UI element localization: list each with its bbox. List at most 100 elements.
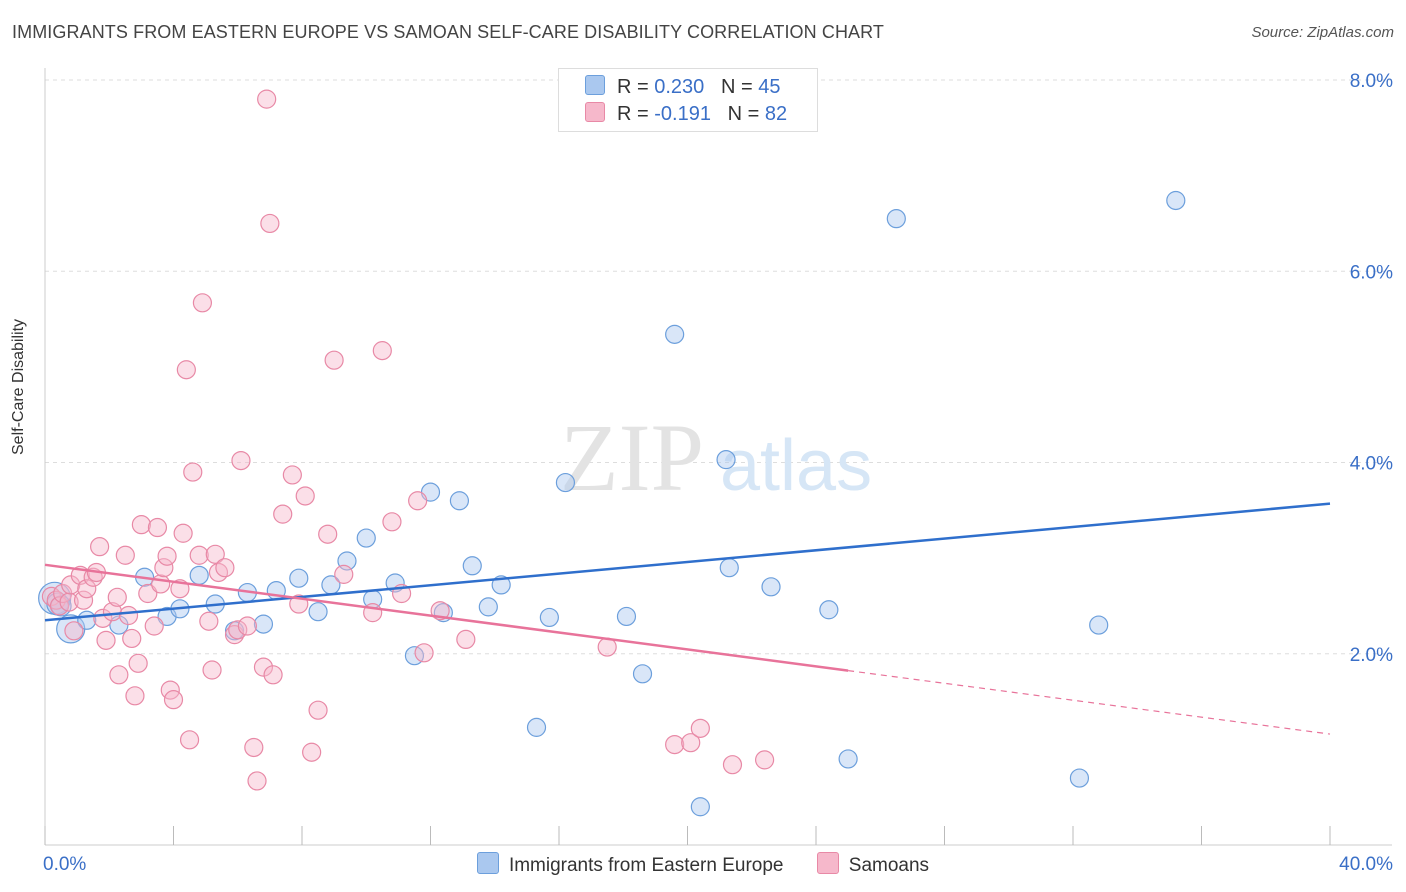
samoan-point [64, 621, 84, 641]
eastern-europe-point [665, 324, 685, 344]
eastern-europe-point [478, 597, 498, 617]
legend-r-label: R = [617, 103, 649, 125]
eastern-europe-point [886, 209, 906, 229]
legend-series-name: Immigrants from Eastern Europe [508, 855, 784, 876]
eastern-europe-point [1166, 190, 1186, 211]
y-axis-label: Self-Care Disability [10, 318, 27, 455]
samoan-point [199, 611, 219, 631]
samoan-point [138, 583, 158, 604]
samoan-point [690, 718, 710, 738]
samoan-point [408, 491, 428, 511]
samoan-point [179, 730, 200, 750]
eastern-europe-point [616, 606, 637, 627]
eastern-europe-point [632, 664, 653, 684]
y-tick-label: 4.0% [1350, 454, 1393, 475]
samoan-point [49, 596, 70, 616]
samoan-trend-line [44, 563, 849, 672]
data-points [38, 89, 1186, 817]
y-tick-label: 8.0% [1350, 71, 1393, 92]
samoan-point [125, 686, 145, 706]
eastern-europe-point [462, 556, 482, 576]
samoan-point [73, 590, 94, 610]
legend-row-pink: R = -0.191 N = 82 [585, 102, 787, 126]
legend-series-name: Samoans [848, 855, 930, 876]
samoan-point [257, 89, 277, 109]
samoan-point [247, 771, 267, 791]
watermark: ZIP atlas [560, 404, 872, 511]
samoan-point [109, 665, 129, 685]
eastern-europe-point [838, 749, 858, 769]
samoan-point [102, 602, 123, 622]
eastern-europe-point [761, 577, 781, 597]
samoan-point [107, 587, 127, 607]
legend-item-samoans: Samoans [816, 852, 930, 877]
samoan-point [260, 213, 280, 234]
eastern-europe-trend-line [44, 502, 1331, 622]
eastern-europe-point [449, 491, 470, 511]
samoan-point [205, 544, 225, 564]
samoan-point [754, 750, 775, 770]
samoan-point [382, 512, 402, 532]
samoan-point [372, 341, 392, 361]
samoan-point [163, 690, 184, 710]
samoan-point [237, 616, 257, 636]
legend-swatch-blue [585, 75, 605, 95]
samoan-point [147, 517, 168, 538]
eastern-europe-point [819, 600, 839, 620]
legend-n-label: N = [720, 76, 753, 98]
eastern-europe-point [253, 614, 274, 634]
samoan-point [122, 628, 142, 649]
legend-item-eastern-europe: Immigrants from Eastern Europe [476, 852, 784, 877]
samoan-point [189, 545, 209, 565]
eastern-europe-point [539, 607, 559, 628]
y-tick-label: 6.0% [1350, 262, 1393, 283]
samoan-point [414, 643, 434, 663]
samoan-point [228, 620, 248, 640]
samoan-point [215, 558, 235, 578]
samoan-point [128, 653, 148, 673]
samoan-point [157, 546, 177, 566]
samoan-point [665, 734, 685, 755]
chart-title: IMMIGRANTS FROM EASTERN EUROPE VS SAMOAN… [12, 22, 885, 42]
eastern-europe-point [308, 602, 328, 622]
samoan-point [318, 524, 338, 544]
eastern-europe-point [526, 717, 547, 737]
eastern-europe-point [356, 528, 376, 548]
samoan-point [183, 462, 203, 482]
samoan-point [295, 486, 315, 506]
samoan-point [273, 504, 293, 524]
legend-swatch-blue [476, 852, 499, 874]
x-tick-label: 40.0% [1339, 854, 1393, 875]
samoan-point [334, 564, 354, 584]
eastern-europe-point [1089, 615, 1109, 635]
grid-lines [45, 79, 1392, 655]
samoan-point [456, 629, 476, 650]
samoan-point [324, 350, 344, 370]
samoan-point [173, 523, 193, 543]
samoan-point [308, 700, 328, 720]
samoan-point [192, 293, 213, 313]
eastern-europe-point [1069, 768, 1090, 788]
trend-lines [44, 502, 1331, 735]
samoan-point [151, 574, 171, 594]
y-tick-label: 2.0% [1350, 645, 1393, 666]
eastern-europe-point [690, 797, 710, 817]
samoan-point [154, 558, 174, 578]
samoan-point [202, 660, 222, 680]
samoan-point [90, 537, 110, 557]
stats-legend: R = 0.230 N = 45 R = -0.191 N = 82 [558, 68, 818, 132]
samoan-point [722, 755, 743, 775]
legend-row-blue: R = 0.230 N = 45 [585, 75, 780, 99]
legend-n-value: 45 [758, 76, 781, 98]
samoan-point [131, 515, 151, 535]
samoan-point [282, 465, 302, 485]
x-tick-label: 0.0% [43, 854, 86, 875]
source-label: Source: ZipAtlas.com [1251, 24, 1394, 41]
eastern-europe-point [289, 568, 309, 588]
samoan-point [144, 616, 164, 636]
samoan-point [231, 450, 251, 471]
samoan-point [115, 545, 135, 565]
legend-n-label: N = [727, 103, 760, 125]
samoan-point [96, 630, 116, 650]
eastern-europe-point [555, 472, 576, 493]
